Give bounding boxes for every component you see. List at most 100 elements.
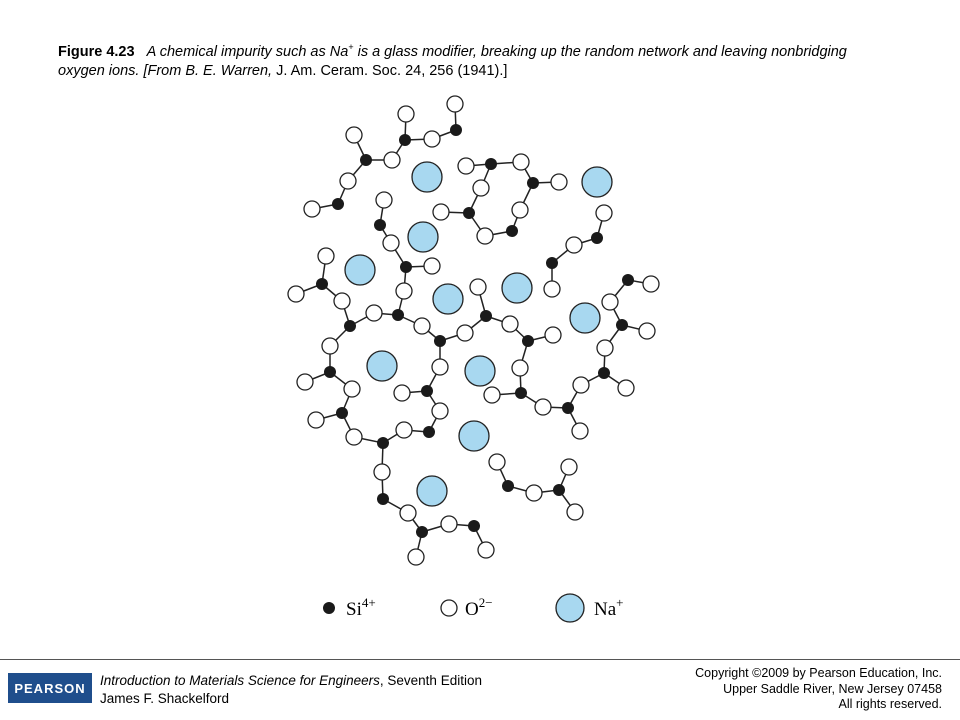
- legend-symbol: [555, 593, 585, 623]
- oxygen-ion: [383, 151, 401, 169]
- silicon-ion: [423, 426, 435, 438]
- book-title: Introduction to Materials Science for En…: [100, 673, 380, 688]
- oxygen-ion: [399, 504, 417, 522]
- silicon-ion: [377, 493, 389, 505]
- sodium-ion: [458, 420, 490, 452]
- oxygen-ion: [321, 337, 339, 355]
- oxygen-ion: [566, 503, 584, 521]
- oxygen-ion: [543, 280, 561, 298]
- silicon-ion: [522, 335, 534, 347]
- oxygen-ion: [407, 548, 425, 566]
- ion-charge: 2−: [479, 595, 493, 610]
- silicon-ion: [344, 320, 356, 332]
- oxygen-ion: [565, 236, 583, 254]
- copyright: Copyright ©2009 by Pearson Education, In…: [695, 666, 942, 713]
- silicon-ion: [553, 484, 565, 496]
- network-diagram: Si4+ O2− Na+: [287, 95, 660, 623]
- citation: 24, 256 (1941).]: [405, 62, 508, 79]
- legend-symbol: [440, 599, 458, 617]
- oxygen-ion: [423, 257, 441, 275]
- oxygen-ion: [365, 304, 383, 322]
- oxygen-ion: [571, 422, 589, 440]
- oxygen-ion: [287, 285, 305, 303]
- oxygen-ion: [303, 200, 321, 218]
- caption: Figure 4.23 A chemical impurity such as N…: [58, 38, 858, 81]
- oxygen-ion: [595, 204, 613, 222]
- silicon-ion: [616, 319, 628, 331]
- oxygen-ion: [560, 458, 578, 476]
- oxygen-ion: [472, 179, 490, 197]
- oxygen-ion: [343, 380, 361, 398]
- silicon-ion: [392, 309, 404, 321]
- sodium-ion: [581, 166, 613, 198]
- silicon-ion: [377, 437, 389, 449]
- legend-label: Na+: [594, 595, 624, 620]
- silicon-ion: [421, 385, 433, 397]
- oxygen-ion: [339, 172, 357, 190]
- oxygen-ion: [423, 130, 441, 148]
- oxygen-ion: [431, 358, 449, 376]
- silicon-ion: [332, 198, 344, 210]
- oxygen-ion: [345, 126, 363, 144]
- footer-rule: [0, 659, 960, 660]
- silicon-ion: [480, 310, 492, 322]
- oxygen-ion: [525, 484, 543, 502]
- ion-charge: 4+: [362, 595, 376, 610]
- silicon-ion: [546, 257, 558, 269]
- legend-label: Si4+: [346, 595, 376, 620]
- silicon-ion: [502, 480, 514, 492]
- oxygen-ion: [477, 541, 495, 559]
- oxygen-ion: [413, 317, 431, 335]
- oxygen-ion: [456, 324, 474, 342]
- oxygen-ion: [483, 386, 501, 404]
- oxygen-ion: [534, 398, 552, 416]
- silicon-ion: [591, 232, 603, 244]
- edition: , Seventh Edition: [379, 673, 482, 688]
- copyright-line: Copyright ©2009 by Pearson Education, In…: [695, 666, 942, 680]
- silicon-ion: [399, 134, 411, 146]
- silicon-ion: [515, 387, 527, 399]
- silicon-ion: [400, 261, 412, 273]
- oxygen-ion: [617, 379, 635, 397]
- oxygen-ion: [373, 463, 391, 481]
- sodium-ion: [569, 302, 601, 334]
- oxygen-ion: [395, 282, 413, 300]
- silicon-ion: [506, 225, 518, 237]
- silicon-ion: [622, 274, 634, 286]
- oxygen-ion: [511, 201, 529, 219]
- oxygen-ion: [642, 275, 660, 293]
- oxygen-ion: [395, 421, 413, 439]
- author: James F. Shackelford: [100, 691, 230, 706]
- sodium-ion: [344, 254, 376, 286]
- silicon-ion: [316, 278, 328, 290]
- oxygen-ion: [397, 105, 415, 123]
- legend-label: O2−: [465, 595, 493, 620]
- oxygen-ion: [572, 376, 590, 394]
- oxygen-ion: [638, 322, 656, 340]
- silicon-ion: [360, 154, 372, 166]
- sodium-ion: [432, 283, 464, 315]
- book-info: Introduction to Materials Science for En…: [100, 672, 482, 708]
- oxygen-ion: [432, 203, 450, 221]
- silicon-ion: [324, 366, 336, 378]
- oxygen-ion: [446, 95, 464, 113]
- oxygen-ion: [382, 234, 400, 252]
- oxygen-ion: [512, 153, 530, 171]
- journal: J. Am. Ceram. Soc.: [276, 62, 402, 79]
- oxygen-ion: [457, 157, 475, 175]
- caption-text: A chemical impurity such as Na: [146, 43, 349, 60]
- silicon-ion: [468, 520, 480, 532]
- oxygen-ion: [550, 173, 568, 191]
- silicon-ion: [416, 526, 428, 538]
- silicon-ion: [527, 177, 539, 189]
- oxygen-ion: [440, 515, 458, 533]
- oxygen-ion: [501, 315, 519, 333]
- publisher-logo: PEARSON: [8, 673, 92, 703]
- oxygen-ion: [393, 384, 411, 402]
- caption-superscript: +: [348, 42, 354, 52]
- figure-label: Figure 4.23: [58, 43, 135, 60]
- element-symbol: Si: [346, 599, 362, 620]
- oxygen-ion: [333, 292, 351, 310]
- sodium-ion: [366, 350, 398, 382]
